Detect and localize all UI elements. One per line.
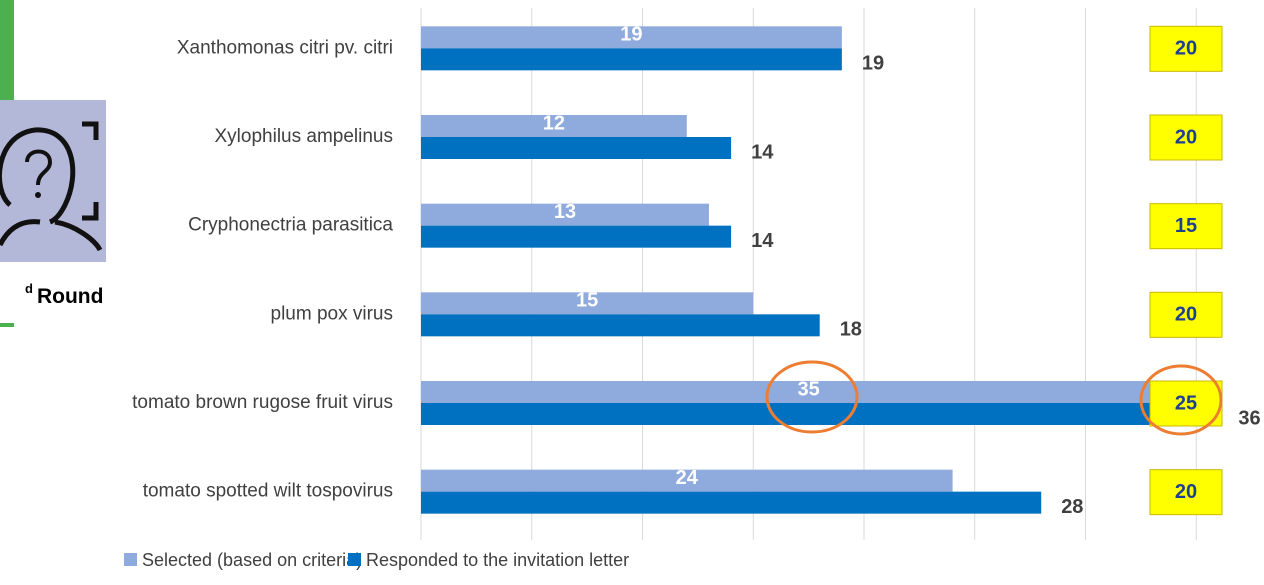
bar bbox=[421, 381, 1197, 403]
quota-label: 25 bbox=[1175, 392, 1197, 414]
quota-box bbox=[1149, 114, 1223, 161]
value-label: 35 bbox=[798, 378, 820, 400]
quota-box bbox=[1149, 469, 1223, 516]
value-label: 19 bbox=[620, 24, 642, 46]
legend-swatch bbox=[124, 553, 137, 566]
highlight-circle bbox=[765, 360, 859, 434]
value-label: 36 bbox=[1238, 407, 1260, 429]
quota-label: 20 bbox=[1175, 126, 1197, 148]
quota-box bbox=[1149, 25, 1223, 72]
round-sup: d bbox=[25, 281, 33, 296]
quota-label: 15 bbox=[1175, 215, 1197, 237]
round-text: Round bbox=[37, 285, 103, 308]
highlight-circle bbox=[1139, 364, 1223, 436]
category-label: tomato spotted wilt tospovirus bbox=[143, 481, 393, 502]
quota-label: 20 bbox=[1175, 304, 1197, 326]
value-label: 13 bbox=[554, 201, 576, 223]
bar bbox=[421, 403, 1219, 425]
bar bbox=[421, 48, 842, 71]
bar bbox=[421, 203, 709, 226]
value-label: 14 bbox=[751, 141, 774, 163]
category-label: Cryphonectria parasitica bbox=[188, 215, 393, 236]
value-label: 12 bbox=[543, 112, 565, 134]
bar bbox=[421, 137, 732, 159]
value-label: 28 bbox=[1061, 496, 1083, 518]
value-label: 19 bbox=[862, 53, 884, 75]
green-line bbox=[0, 323, 14, 327]
unknown-person-icon bbox=[0, 100, 106, 262]
green-bar bbox=[0, 0, 14, 105]
quota-box bbox=[1149, 380, 1223, 427]
category-label: plum pox virus bbox=[271, 303, 394, 324]
bar bbox=[421, 314, 820, 337]
category-label: Xanthomonas citri pv. citri bbox=[177, 37, 393, 58]
quota-box bbox=[1149, 203, 1223, 250]
bar bbox=[421, 115, 687, 137]
value-label: 14 bbox=[751, 230, 774, 252]
quota-label: 20 bbox=[1175, 481, 1197, 503]
category-label: tomato brown rugose fruit virus bbox=[132, 392, 393, 413]
bar bbox=[421, 292, 754, 315]
bar bbox=[421, 225, 732, 248]
bar bbox=[421, 491, 1042, 514]
quota-label: 20 bbox=[1175, 38, 1197, 60]
bar bbox=[421, 26, 842, 49]
category-label: Xylophilus ampelinus bbox=[215, 126, 394, 147]
value-label: 18 bbox=[840, 319, 862, 341]
value-label: 24 bbox=[676, 467, 699, 489]
legend-label: Responded to the invitation letter bbox=[366, 550, 629, 570]
quota-box bbox=[1149, 291, 1223, 338]
value-label: 15 bbox=[576, 290, 598, 312]
legend-label: Selected (based on criteria) bbox=[142, 550, 362, 570]
round-label: d Round bbox=[25, 281, 103, 307]
legend-swatch bbox=[348, 553, 361, 566]
bar bbox=[421, 469, 953, 492]
